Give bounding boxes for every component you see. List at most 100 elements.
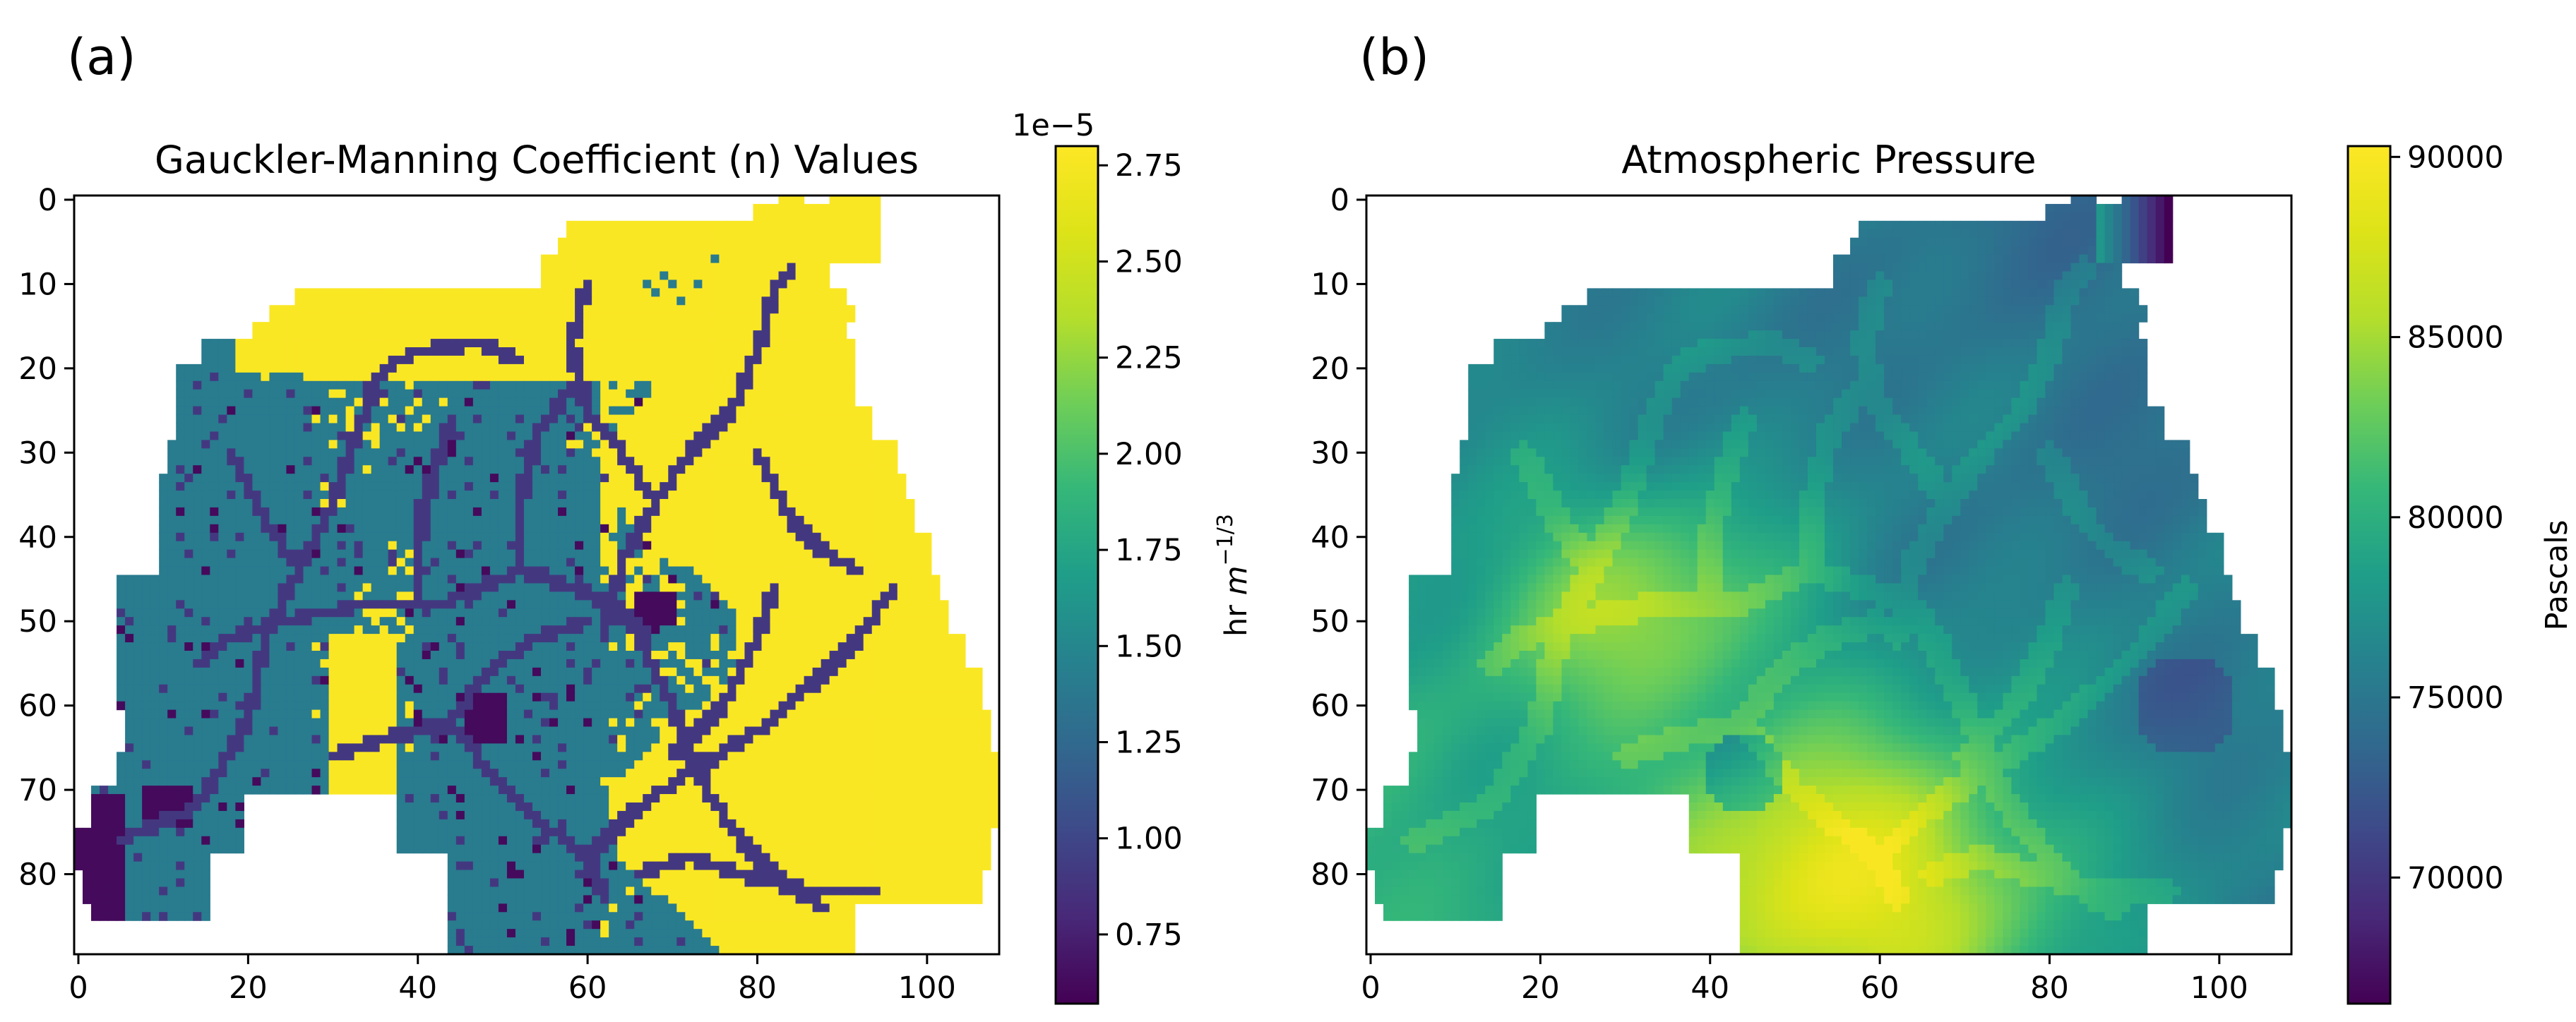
heatmap-cell <box>328 625 338 635</box>
heatmap-cell <box>201 642 210 651</box>
heatmap-cell <box>744 642 754 651</box>
heatmap-cell <box>396 288 406 297</box>
heatmap-cell <box>592 617 601 626</box>
heatmap-cell <box>252 330 262 339</box>
heatmap-cell <box>532 558 542 567</box>
heatmap-cell <box>558 347 567 356</box>
heatmap-cell <box>532 474 542 483</box>
heatmap-cell <box>931 659 941 668</box>
heatmap-cell <box>413 583 423 592</box>
heatmap-cell <box>311 726 321 736</box>
heatmap-cell <box>252 600 262 609</box>
heatmap-cell <box>506 566 516 576</box>
heatmap-cell <box>837 220 847 230</box>
heatmap-cell <box>829 566 839 576</box>
heatmap-cell <box>345 600 355 609</box>
heatmap-cell <box>702 220 711 230</box>
heatmap-cell <box>481 675 491 685</box>
heatmap-cell <box>693 709 703 719</box>
heatmap-cell <box>897 566 907 576</box>
heatmap-cell <box>676 313 686 323</box>
heatmap-cell <box>854 558 864 567</box>
heatmap-cell <box>837 701 847 711</box>
heatmap-cell <box>422 474 431 483</box>
heatmap-cell <box>600 457 609 466</box>
heatmap-cell <box>345 718 355 728</box>
heatmap-cell <box>303 651 313 660</box>
heatmap-cell <box>362 692 372 702</box>
heatmap-cell <box>744 263 754 272</box>
heatmap-cell <box>702 355 711 365</box>
heatmap-cell <box>184 726 193 736</box>
heatmap-cell <box>558 246 567 256</box>
heatmap-cell <box>897 499 907 508</box>
heatmap-cell <box>863 448 873 457</box>
heatmap-cell <box>252 701 262 711</box>
heatmap-cell <box>489 692 499 702</box>
heatmap-cell <box>609 372 618 382</box>
heatmap-cell <box>430 507 440 517</box>
heatmap-cell <box>948 642 958 651</box>
heatmap-cell <box>643 330 652 339</box>
heatmap-cell <box>396 406 406 416</box>
heatmap-cell <box>897 575 907 584</box>
heatmap-cell <box>362 726 372 736</box>
heatmap-cell <box>489 634 499 643</box>
heatmap-cell <box>837 363 847 373</box>
heatmap-cell <box>549 499 559 508</box>
heatmap-cell <box>804 625 813 635</box>
heatmap-cell <box>371 617 381 626</box>
heatmap-cell <box>770 482 780 491</box>
heatmap-cell <box>379 651 389 660</box>
heatmap-cell <box>371 558 381 567</box>
heatmap-cell <box>795 457 805 466</box>
heatmap-cell <box>558 701 567 711</box>
heatmap-cell <box>362 642 372 651</box>
heatmap-cell <box>880 558 890 567</box>
heatmap-cell <box>311 507 321 517</box>
heatmap-cell <box>235 608 244 618</box>
heatmap-cell <box>261 709 270 719</box>
heatmap-cell <box>405 296 415 306</box>
heatmap-cell <box>761 330 771 339</box>
heatmap-cell <box>422 667 431 677</box>
heatmap-cell <box>455 347 465 356</box>
heatmap-cell <box>388 684 398 694</box>
heatmap-cell <box>481 625 491 635</box>
heatmap-cell <box>379 566 389 576</box>
heatmap-cell <box>167 617 177 626</box>
heatmap-cell <box>575 363 584 373</box>
heatmap-cell <box>413 491 423 500</box>
heatmap-cell <box>294 355 304 365</box>
heatmap-cell <box>354 431 364 440</box>
heatmap-cell <box>244 701 253 711</box>
heatmap-cell <box>778 558 788 567</box>
heatmap-cell <box>668 625 677 635</box>
heatmap-cell <box>405 566 415 576</box>
heatmap-cell <box>286 692 296 702</box>
heatmap-cell <box>278 726 287 736</box>
heatmap-cell <box>523 718 533 728</box>
heatmap-cell <box>956 659 966 668</box>
heatmap-cell <box>609 515 618 525</box>
heatmap-cell <box>812 600 822 609</box>
heatmap-cell <box>702 718 711 728</box>
heatmap-cell <box>710 583 720 592</box>
heatmap-cell <box>159 651 168 660</box>
heatmap-cell <box>736 507 746 517</box>
heatmap-cell <box>787 271 797 281</box>
heatmap-cell <box>430 363 440 373</box>
heatmap-cell <box>897 642 907 651</box>
heatmap-cell <box>218 347 227 356</box>
heatmap-cell <box>320 642 330 651</box>
heatmap-cell <box>320 692 330 702</box>
heatmap-cell <box>668 347 677 356</box>
heatmap-cell <box>515 423 525 433</box>
heatmap-cell <box>583 363 592 373</box>
heatmap-cell <box>235 414 244 424</box>
heatmap-cell <box>150 701 160 711</box>
heatmap-cell <box>345 380 355 390</box>
heatmap-cell <box>566 305 576 314</box>
heatmap-cell <box>362 718 372 728</box>
heatmap-cell <box>727 355 737 365</box>
